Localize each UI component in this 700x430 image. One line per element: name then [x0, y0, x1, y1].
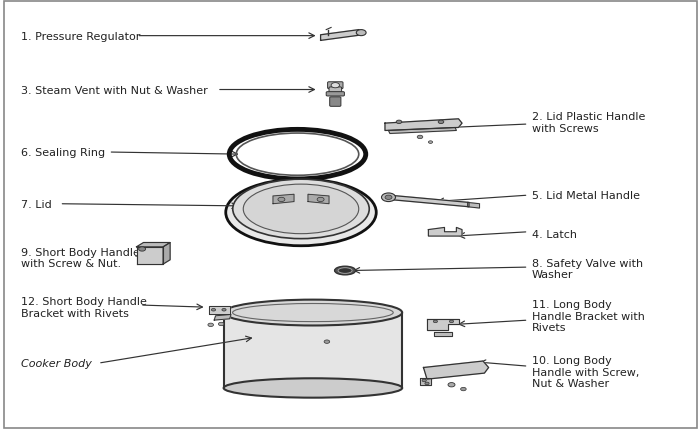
- Polygon shape: [136, 243, 170, 247]
- Text: 3. Steam Vent with Nut & Washer: 3. Steam Vent with Nut & Washer: [21, 85, 208, 95]
- Polygon shape: [214, 315, 231, 320]
- Polygon shape: [424, 361, 489, 379]
- Text: 1. Pressure Regulator: 1. Pressure Regulator: [21, 31, 141, 42]
- Circle shape: [425, 382, 429, 385]
- FancyBboxPatch shape: [330, 98, 341, 107]
- FancyBboxPatch shape: [224, 313, 402, 388]
- Polygon shape: [136, 247, 163, 264]
- Polygon shape: [468, 203, 480, 209]
- Circle shape: [448, 383, 455, 387]
- Circle shape: [208, 323, 213, 327]
- Circle shape: [433, 320, 438, 323]
- Text: 10. Long Body
Handle with Screw,
Nut & Washer: 10. Long Body Handle with Screw, Nut & W…: [532, 355, 639, 389]
- FancyBboxPatch shape: [326, 92, 344, 97]
- Circle shape: [438, 121, 444, 124]
- Circle shape: [396, 121, 402, 124]
- FancyBboxPatch shape: [328, 83, 343, 89]
- Circle shape: [422, 379, 426, 382]
- Ellipse shape: [224, 300, 402, 326]
- FancyBboxPatch shape: [329, 88, 342, 93]
- Circle shape: [317, 198, 324, 202]
- Polygon shape: [308, 195, 329, 204]
- Polygon shape: [420, 378, 430, 385]
- Circle shape: [139, 247, 146, 252]
- Ellipse shape: [225, 179, 377, 246]
- Text: 11. Long Body
Handle Bracket with
Rivets: 11. Long Body Handle Bracket with Rivets: [532, 299, 645, 333]
- Polygon shape: [273, 195, 294, 204]
- Text: 12. Short Body Handle
Bracket with Rivets: 12. Short Body Handle Bracket with Rivet…: [21, 297, 147, 318]
- Text: 6. Sealing Ring: 6. Sealing Ring: [21, 147, 105, 158]
- Text: 5. Lid Metal Handle: 5. Lid Metal Handle: [532, 190, 640, 201]
- Text: Cooker Body: Cooker Body: [21, 358, 92, 369]
- Polygon shape: [389, 128, 456, 134]
- Circle shape: [385, 196, 392, 200]
- Circle shape: [331, 83, 340, 89]
- Text: 4. Latch: 4. Latch: [532, 229, 577, 240]
- Circle shape: [461, 387, 466, 391]
- Circle shape: [222, 309, 226, 311]
- Circle shape: [449, 320, 454, 323]
- Polygon shape: [428, 228, 462, 236]
- Circle shape: [428, 141, 433, 144]
- Text: 2. Lid Plastic Handle
with Screws: 2. Lid Plastic Handle with Screws: [532, 112, 645, 133]
- Circle shape: [278, 198, 285, 202]
- Polygon shape: [163, 243, 170, 264]
- Text: 7. Lid: 7. Lid: [21, 199, 52, 209]
- Polygon shape: [389, 196, 469, 207]
- Polygon shape: [321, 31, 359, 41]
- Circle shape: [417, 136, 423, 139]
- Ellipse shape: [224, 378, 402, 398]
- Polygon shape: [209, 306, 230, 314]
- Polygon shape: [434, 332, 452, 337]
- Circle shape: [356, 31, 366, 37]
- Text: 9. Short Body Handle
with Screw & Nut.: 9. Short Body Handle with Screw & Nut.: [21, 247, 140, 269]
- Ellipse shape: [335, 267, 356, 275]
- Circle shape: [211, 309, 216, 311]
- Text: 8. Safety Valve with
Washer: 8. Safety Valve with Washer: [532, 258, 643, 280]
- Ellipse shape: [244, 185, 358, 234]
- Polygon shape: [385, 120, 462, 131]
- Circle shape: [382, 194, 395, 202]
- Circle shape: [324, 340, 330, 344]
- Circle shape: [218, 322, 224, 326]
- Ellipse shape: [338, 268, 352, 274]
- Ellipse shape: [232, 180, 370, 239]
- Polygon shape: [427, 319, 458, 330]
